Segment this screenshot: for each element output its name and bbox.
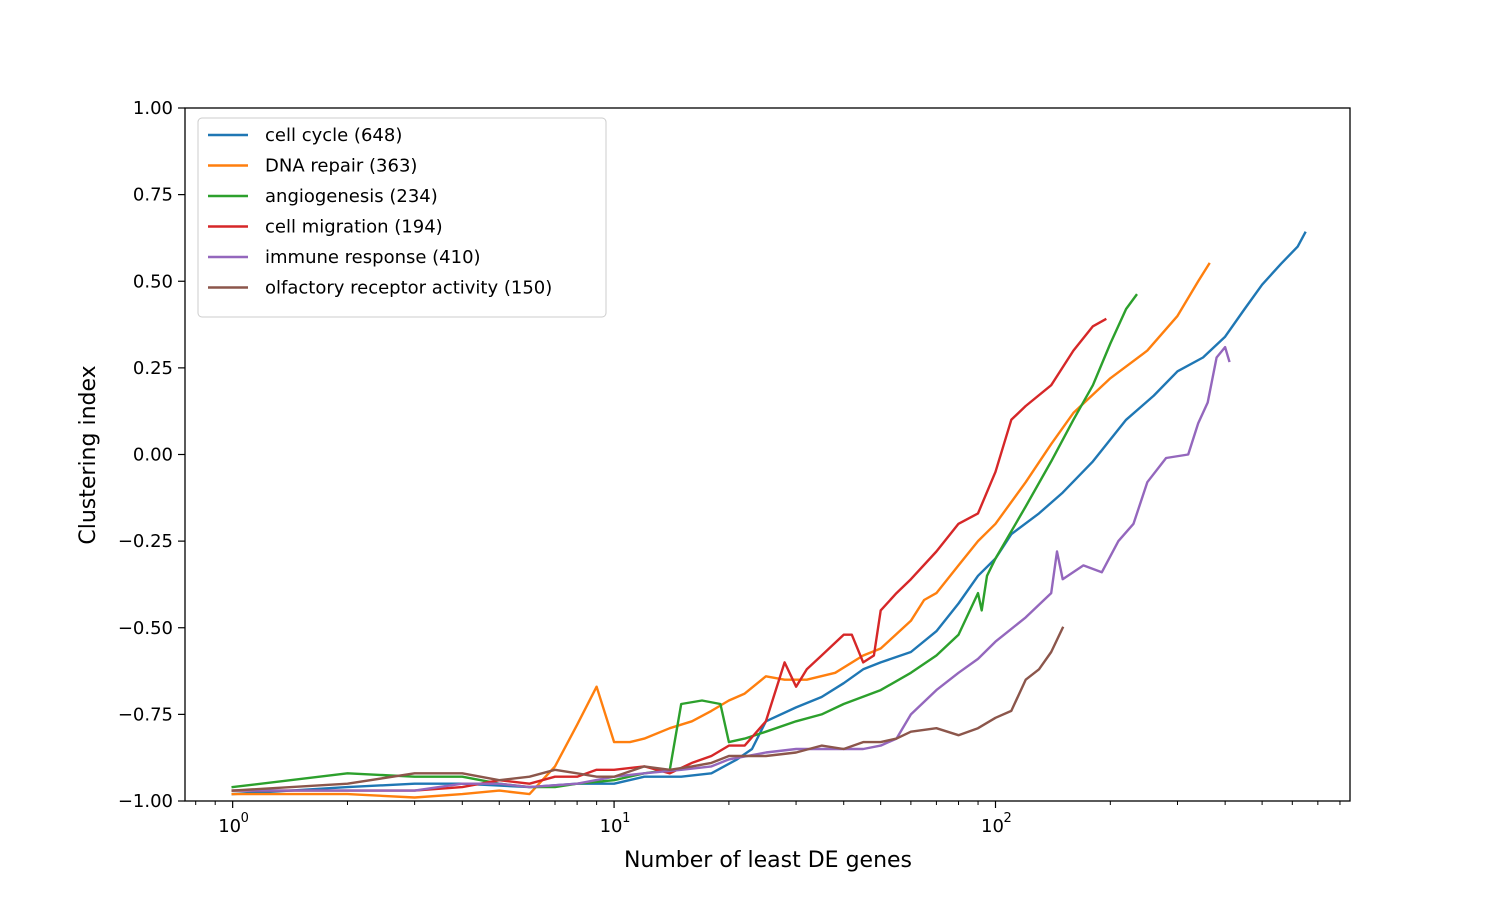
x-tick-label: 10 [981, 816, 1004, 837]
legend: cell cycle (648) DNA repair (363) angiogen… [197, 117, 607, 318]
y-axis-label: Clustering index [76, 365, 101, 544]
x-tick-exponent: 2 [1003, 811, 1011, 826]
legend-label-1: DNA repair (363) [265, 156, 417, 177]
y-tick-label: 0.75 [133, 185, 173, 206]
x-axis: 10 0 10 1 10 2 [195, 801, 1341, 837]
y-tick-label: −0.50 [118, 618, 173, 639]
series-line-0 [231, 231, 1307, 796]
legend-label-5: olfactory receptor activity (150) [265, 278, 552, 299]
legend-label-4: immune response (410) [265, 247, 481, 268]
y-tick-label: 0.25 [133, 358, 173, 379]
y-tick-label: 0.00 [133, 445, 173, 466]
legend-label-3: cell migration (194) [265, 217, 443, 238]
y-tick-label: −0.75 [118, 704, 173, 725]
x-tick-exponent: 0 [241, 811, 249, 826]
legend-label-2: angiogenesis (234) [265, 186, 438, 207]
y-axis: −1.00 −0.75 −0.50 −0.25 0.00 0.25 0.50 0.75 1.00 [118, 98, 185, 812]
legend-box [197, 117, 607, 318]
series-layer [231, 231, 1307, 799]
series-line-3 [231, 317, 1107, 792]
series-line-5 [231, 626, 1065, 792]
x-tick-exponent: 1 [622, 811, 630, 826]
x-tick-label: 10 [218, 816, 241, 837]
series-line-1 [231, 262, 1211, 799]
series-line-4 [231, 345, 1231, 792]
x-tick-label: 10 [600, 816, 623, 837]
y-tick-label: 1.00 [133, 98, 173, 119]
y-tick-label: −1.00 [118, 791, 173, 812]
y-tick-label: 0.50 [133, 271, 173, 292]
legend-label-0: cell cycle (648) [265, 125, 402, 146]
y-tick-label: −0.25 [118, 531, 173, 552]
x-axis-label: Number of least DE genes [624, 848, 912, 873]
series-line-2 [231, 293, 1138, 789]
